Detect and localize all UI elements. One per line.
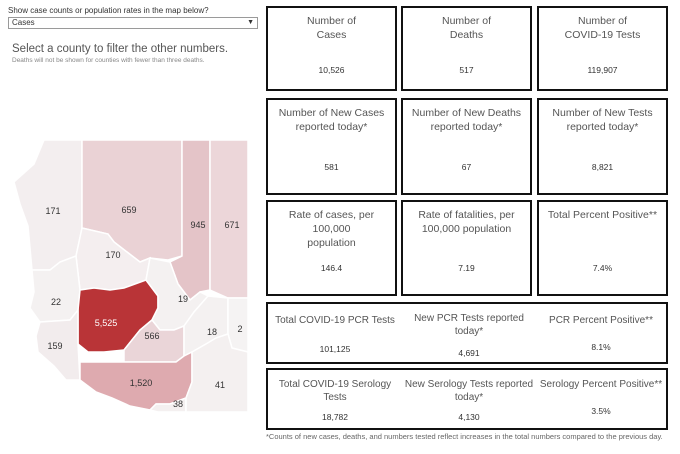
card-fatality-rate-value: 7.19 (458, 263, 475, 273)
county-label-greenlee: 2 (237, 324, 242, 334)
pcr-total-title: Total COVID-19 PCR Tests (275, 315, 395, 326)
county-map: 171 659 945 671 170 22 5,525 19 566 159 … (0, 130, 262, 420)
pcr-new-value: 4,691 (458, 348, 480, 358)
county-apache[interactable] (209, 139, 249, 299)
serology-total-title: Total COVID-19 Serology Tests (278, 379, 392, 403)
card-new-cases-title: Number of New Cases reported today* (278, 107, 385, 133)
pcr-row: Total COVID-19 PCR Tests 101,125 New PCR… (266, 302, 668, 364)
card-case-rate-title: Rate of cases, per 100,000 population (288, 209, 375, 249)
county-label-gila: 19 (178, 294, 188, 304)
county-label-santa-cruz: 38 (173, 399, 183, 409)
serology-pct-cell: Serology Percent Positive** 3.5% (536, 370, 666, 428)
pcr-pct-title: PCR Percent Positive** (549, 315, 653, 326)
card-percent-positive-title: Total Percent Positive** (547, 209, 658, 221)
deaths-note: Deaths will not be shown for counties wi… (12, 57, 205, 64)
card-percent-positive-value: 7.4% (592, 263, 613, 273)
card-new-cases-value: 581 (324, 162, 339, 172)
county-label-pima: 1,520 (130, 378, 153, 388)
serology-new-value: 4,130 (458, 412, 480, 422)
county-label-pinal: 566 (144, 331, 159, 341)
card-deaths-value: 517 (459, 65, 474, 75)
county-label-coconino: 659 (121, 205, 136, 215)
pcr-new-title: New PCR Tests reported today* (414, 313, 524, 337)
county-label-mohave: 171 (45, 206, 60, 216)
card-tests: Number of COVID-19 Tests 119,907 (537, 6, 668, 91)
serology-pct-title: Serology Percent Positive** (539, 379, 663, 390)
card-cases: Number of Cases 10,526 (266, 6, 397, 91)
card-deaths-title: Number of Deaths (441, 15, 492, 41)
card-case-rate-value: 146.4 (320, 263, 343, 273)
card-cases-value: 10,526 (318, 65, 345, 75)
county-cochise[interactable] (185, 333, 249, 413)
card-fatality-rate-title: Rate of fatalities, per 100,000 populatio… (418, 209, 515, 235)
card-tests-value: 119,907 (587, 65, 618, 75)
pcr-pct-value: 8.1% (591, 342, 611, 352)
map-filter-selected-value: Cases (12, 18, 35, 27)
pcr-pct-cell: PCR Percent Positive** 8.1% (536, 304, 666, 362)
serology-new-title: New Serology Tests reported today* (404, 379, 534, 403)
pcr-new-cell: New PCR Tests reported today* 4,691 (402, 304, 536, 362)
card-case-rate: Rate of cases, per 100,000 population 146… (266, 200, 397, 296)
pcr-total-cell: Total COVID-19 PCR Tests 101,125 (268, 304, 402, 362)
county-label-cochise: 41 (215, 380, 225, 390)
serology-total-value: 18,782 (322, 412, 348, 422)
map-filter-dropdown[interactable]: Cases ▼ (8, 17, 258, 29)
county-yuma[interactable] (35, 307, 81, 381)
card-new-tests: Number of New Tests reported today* 8,821 (537, 98, 668, 195)
card-new-tests-value: 8,821 (591, 162, 614, 172)
card-tests-title: Number of COVID-19 Tests (564, 15, 641, 41)
county-label-graham: 18 (207, 327, 217, 337)
serology-pct-value: 3.5% (591, 406, 611, 416)
map-instruction: Select a county to filter the other numb… (12, 43, 229, 55)
card-new-tests-title: Number of New Tests reported today* (552, 107, 653, 133)
county-label-yuma: 159 (47, 341, 62, 351)
chevron-down-icon: ▼ (247, 19, 254, 26)
pcr-total-value: 101,125 (319, 344, 351, 354)
serology-total-cell: Total COVID-19 Serology Tests 18,782 (268, 370, 402, 428)
county-label-yavapai: 170 (105, 250, 120, 260)
serology-row: Total COVID-19 Serology Tests 18,782 New … (266, 368, 668, 430)
serology-new-cell: New Serology Tests reported today* 4,130 (402, 370, 536, 428)
county-label-apache: 671 (224, 220, 239, 230)
card-cases-title: Number of Cases (306, 15, 357, 41)
card-fatality-rate: Rate of fatalities, per 100,000 populatio… (401, 200, 532, 296)
card-percent-positive: Total Percent Positive** 7.4% (537, 200, 668, 296)
map-filter-label: Show case counts or population rates in … (8, 6, 209, 15)
card-new-deaths: Number of New Deaths reported today* 67 (401, 98, 532, 195)
county-label-navajo: 945 (190, 220, 205, 230)
county-label-la-paz: 22 (51, 297, 61, 307)
card-new-cases: Number of New Cases reported today* 581 (266, 98, 397, 195)
county-label-maricopa: 5,525 (95, 318, 118, 328)
footnote: *Counts of new cases, deaths, and number… (266, 432, 663, 441)
card-new-deaths-title: Number of New Deaths reported today* (411, 107, 522, 133)
card-new-deaths-value: 67 (461, 162, 472, 172)
county-mohave[interactable] (13, 139, 83, 271)
card-deaths: Number of Deaths 517 (401, 6, 532, 91)
